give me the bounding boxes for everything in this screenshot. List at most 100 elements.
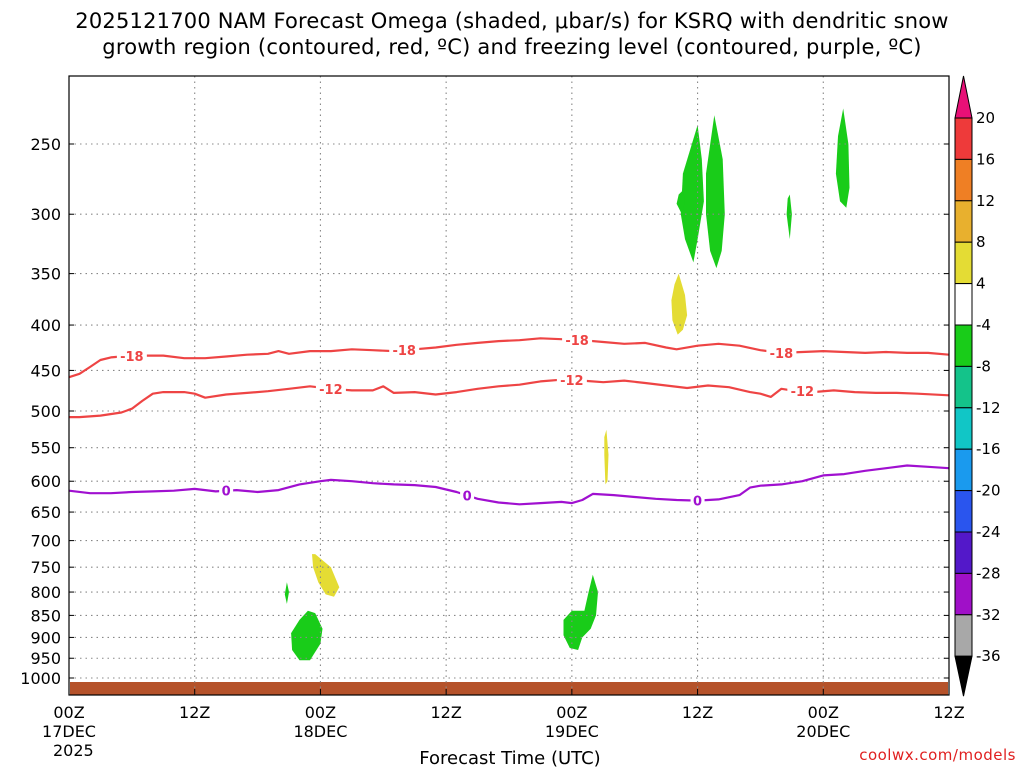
colorbar-swatch-2 [954, 158, 973, 202]
x-tick-year-0: 2025 [53, 741, 94, 760]
colorbar-swatch-4 [954, 241, 973, 285]
y-tick-label-950: 950 [30, 649, 61, 668]
dendritic-minus12-label-0: -12 [319, 383, 343, 398]
colorbar-label-10: -24 [976, 523, 1001, 541]
chart-title-line-1: 2025121700 NAM Forecast Omega (shaded, μ… [75, 9, 949, 33]
x-axis-label: Forecast Time (UTC) [419, 748, 600, 768]
colorbar-label-8: -16 [976, 440, 1001, 458]
omega-pos-770 [312, 554, 340, 597]
omega-neg-upper-1b [676, 190, 685, 215]
y-axis: 250 300 350 400 450 500 550 600 650 700 750 800 850 9… [20, 135, 949, 688]
omega-shading [284, 108, 850, 661]
omega-neg-upper-4 [835, 108, 850, 208]
freezing-level-0-label-bg-2 [690, 492, 705, 509]
y-tick-label-550: 550 [30, 439, 61, 458]
x-tick-label-7: 12Z [933, 703, 964, 722]
colorbar-label-6: -8 [976, 357, 991, 375]
colorbar-label-0: 20 [976, 109, 995, 127]
colorbar-cap-bottom [954, 655, 973, 697]
x-tick-label-3: 12Z [430, 703, 461, 722]
colorbar-swatch-9 [954, 448, 973, 492]
dendritic-minus18-line [68, 337, 950, 379]
colorbar-swatch-5 [954, 283, 973, 326]
freezing-level-0-label-1: 0 [463, 489, 472, 504]
colorbar-label-2: 12 [976, 192, 995, 210]
colorbar-label-11: -28 [976, 564, 1001, 582]
colorbar-swatch-1 [954, 117, 973, 160]
colorbar-swatch-11 [954, 531, 973, 574]
dendritic-minus18-label-bg-2 [562, 331, 593, 348]
colorbar-label-4: 4 [976, 275, 986, 293]
colorbar-swatch-13 [954, 614, 973, 657]
omega-pos-570 [604, 429, 609, 485]
y-tick-label-750: 750 [30, 558, 61, 577]
dendritic-minus12-label-bg-1 [556, 372, 587, 389]
omega-neg-890 [291, 610, 323, 661]
dendritic-minus12-label-2: -12 [791, 385, 815, 400]
colorbar-swatch-3 [954, 200, 973, 243]
freezing-level-0-label-0: 0 [222, 485, 231, 500]
omega-pos-400 [671, 273, 688, 335]
grid-lines [69, 76, 949, 695]
omega-neg-880 [563, 574, 598, 650]
y-tick-label-500: 500 [30, 402, 61, 421]
freezing-level-0-line [68, 464, 950, 506]
y-tick-label-400: 400 [30, 316, 61, 335]
colorbar-label-7: -12 [976, 399, 1001, 417]
x-tick-date-0: 17DEC [42, 722, 96, 741]
contour-lines: -18 -18 -18 -18 -12 -12 -12 0 0 0 [68, 331, 950, 510]
y-tick-label-800: 800 [30, 583, 61, 602]
freezing-level-0-label-bg-1 [460, 487, 475, 504]
x-tick-label-5: 12Z [682, 703, 713, 722]
dendritic-minus12-line [69, 378, 950, 419]
x-tick-date-6: 20DEC [796, 722, 850, 741]
colorbar-label-12: -32 [976, 606, 1001, 624]
y-tick-label-650: 650 [30, 503, 61, 522]
dendritic-minus18-label-3: -18 [770, 347, 794, 362]
colorbar-label-13: -36 [976, 647, 1001, 665]
colorbar-label-9: -20 [976, 482, 1001, 500]
y-tick-label-700: 700 [30, 532, 61, 551]
dendritic-minus18-label-bg-1 [389, 342, 420, 359]
x-tick-date-4: 19DEC [545, 722, 599, 741]
dendritic-minus18-label-0: -18 [120, 350, 144, 365]
omega-neg-810 [284, 582, 289, 604]
colorbar-swatch-7 [954, 365, 973, 409]
chart-title-line-2: growth region (contoured, red, ºC) and f… [102, 35, 922, 59]
dendritic-minus12-label-1: -12 [560, 374, 584, 389]
y-tick-label-250: 250 [30, 135, 61, 154]
omega-neg-upper-3 [786, 194, 792, 240]
y-tick-label-850: 850 [30, 606, 61, 625]
colorbar-swatch-10 [954, 490, 973, 533]
x-tick-label-0: 00Z [53, 703, 84, 722]
credit-link[interactable]: coolwx.com/models [859, 746, 1016, 764]
chart-title: 2025121700 NAM Forecast Omega (shaded, μ… [0, 8, 1024, 60]
omega-neg-upper-1 [680, 125, 704, 263]
x-tick-date-2: 18DEC [293, 722, 347, 741]
omega-neg-upper-2 [706, 115, 725, 269]
dendritic-minus18-label-1: -18 [392, 344, 416, 359]
x-tick-label-1: 12Z [179, 703, 210, 722]
y-tick-label-1000: 1000 [20, 669, 61, 688]
colorbar-label-1: 16 [976, 150, 995, 168]
dendritic-minus12-label-bg-2 [787, 383, 818, 400]
colorbar-swatch-6 [954, 324, 973, 367]
dendritic-minus18-label-bg-3 [766, 344, 797, 361]
plot-frame [68, 75, 950, 696]
y-tick-label-600: 600 [30, 472, 61, 491]
dendritic-minus18-label-bg-0 [116, 348, 147, 365]
terrain-surface [70, 682, 948, 695]
colorbar-label-3: 8 [976, 233, 986, 251]
dendritic-minus18-label-2: -18 [565, 334, 589, 349]
dendritic-minus12-label-bg-0 [315, 380, 346, 397]
y-tick-label-450: 450 [30, 361, 61, 380]
colorbar-swatch-12 [954, 572, 973, 616]
freezing-level-0-label-2: 0 [693, 495, 702, 510]
colorbar-cap-top [954, 75, 973, 119]
x-tick-label-2: 00Z [305, 703, 336, 722]
colorbar-label-5: -4 [976, 316, 991, 334]
colorbar: 20 16 12 8 4 -4 -8 -12 -16 -20 -24 -28 -32 -36 [954, 75, 1001, 697]
colorbar-swatch-8 [954, 407, 973, 450]
